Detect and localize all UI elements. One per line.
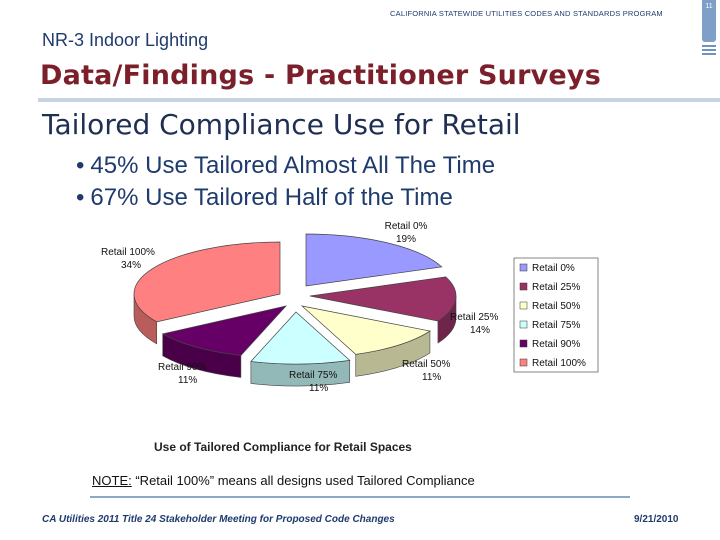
legend-label: Retail 25%: [532, 282, 580, 293]
legend-swatch: [519, 301, 528, 310]
pie-slice: [133, 241, 281, 323]
legend-swatch: [519, 320, 528, 329]
slice-percent: 11%: [422, 372, 441, 383]
note-text: “Retail 100%” means all designs used Tai…: [131, 473, 475, 488]
legend-label: Retail 75%: [532, 320, 580, 331]
slide-subtitle: Tailored Compliance Use for Retail: [42, 108, 521, 141]
slice-label: Retail 25%: [450, 312, 498, 323]
legend-swatch: [519, 358, 528, 367]
pie-slice: [161, 305, 288, 356]
slice-percent: 19%: [396, 234, 416, 245]
page-number-tab: 11: [702, 0, 716, 42]
legend-label: Retail 0%: [532, 263, 575, 274]
pie-slice: [300, 305, 431, 355]
bullet-item: 45% Use Tailored Almost All The Time: [76, 150, 495, 182]
slice-label: Retail 100%: [101, 247, 155, 258]
slice-percent: 11%: [309, 383, 328, 394]
findings-list: 45% Use Tailored Almost All The Time 67%…: [76, 150, 495, 214]
section-title: NR-3 Indoor Lighting: [42, 30, 209, 50]
legend-swatch: [519, 339, 528, 348]
legend-swatch: [519, 282, 528, 291]
legend-box: [513, 257, 599, 373]
slice-label: Retail 75%: [289, 370, 337, 381]
title-divider: [38, 98, 720, 102]
menu-icon[interactable]: [702, 45, 716, 57]
bullet-item: 67% Use Tailored Half of the Time: [76, 182, 495, 214]
legend-label: Retail 100%: [532, 358, 586, 369]
page-title: Data/Findings - Practitioner Surveys: [40, 60, 601, 91]
note-prefix: NOTE:: [92, 473, 132, 488]
pie-slice: [250, 311, 351, 365]
program-header: CALIFORNIA STATEWIDE UTILITIES CODES AND…: [390, 9, 663, 18]
slice-label: Retail 0%: [385, 221, 428, 232]
slice-percent: 14%: [470, 325, 490, 336]
slice-label: Retail 50%: [402, 359, 450, 370]
slice-percent: 11%: [178, 375, 197, 386]
footer-meeting: CA Utilities 2011 Title 24 Stakeholder M…: [42, 514, 395, 525]
pie-slice: [305, 233, 443, 287]
footer-date: 9/21/2010: [634, 514, 679, 525]
slice-label: Retail 90%: [158, 362, 206, 373]
pie-slice: [309, 276, 457, 322]
chart-note: NOTE: “Retail 100%” means all designs us…: [92, 473, 475, 488]
legend-label: Retail 50%: [532, 301, 580, 312]
note-divider: [90, 496, 630, 498]
legend-label: Retail 90%: [532, 339, 580, 350]
slice-percent: 34%: [121, 260, 141, 271]
legend-swatch: [519, 263, 528, 272]
chart-title: Use of Tailored Compliance for Retail Sp…: [154, 440, 412, 454]
